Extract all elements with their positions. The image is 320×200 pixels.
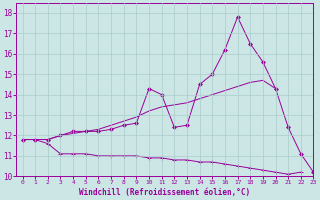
X-axis label: Windchill (Refroidissement éolien,°C): Windchill (Refroidissement éolien,°C) [79,188,250,197]
